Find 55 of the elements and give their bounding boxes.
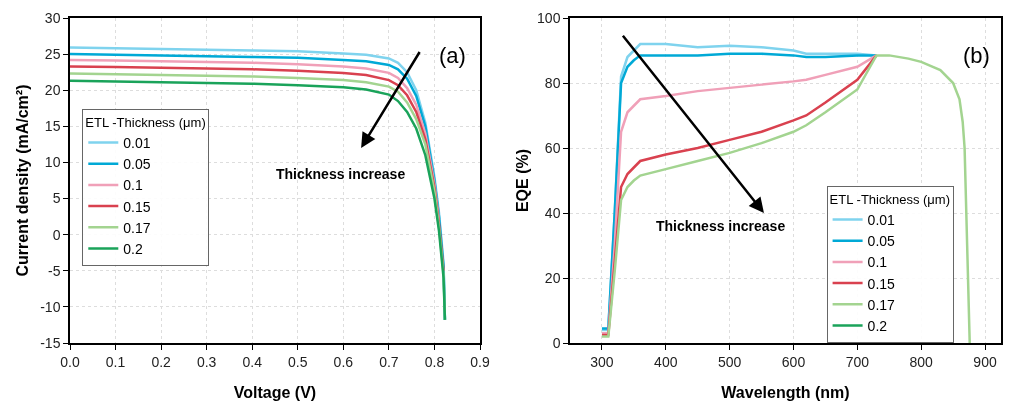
x-tick-label: 0.0 <box>60 353 80 370</box>
legend-label: 0.17 <box>123 219 151 236</box>
x-tick-label: 0.3 <box>196 353 217 370</box>
x-tick-label: 700 <box>845 353 870 370</box>
x-tick-label: 0.4 <box>242 353 263 370</box>
y-tick-label: 80 <box>544 74 561 91</box>
x-tick-label: 800 <box>909 353 934 370</box>
y-tick-label: -10 <box>40 298 61 315</box>
legend-label: 0.15 <box>867 275 896 292</box>
legend-label: 0.1 <box>123 177 143 194</box>
y-tick-label: 10 <box>44 154 61 171</box>
legend-label: 0.2 <box>867 317 888 334</box>
y-tick-label: 25 <box>44 46 61 63</box>
y-tick-label: 100 <box>537 9 561 26</box>
annotation: Thickness increase <box>276 166 406 182</box>
legend-label: 0.2 <box>123 240 143 257</box>
x-tick-label: 0.9 <box>470 353 490 370</box>
legend-label: 0.1 <box>867 254 888 271</box>
x-tick-label: 900 <box>973 353 997 370</box>
y-tick-label: 20 <box>44 82 61 99</box>
x-axis-title: Voltage (V) <box>233 384 317 401</box>
x-tick-label: 600 <box>781 353 806 370</box>
x-tick-label: 300 <box>590 353 614 370</box>
x-tick-label: 0.5 <box>288 353 308 370</box>
y-axis-title: Current density (mA/cm²) <box>13 84 31 277</box>
x-axis-title: Wavelength (nm) <box>721 384 850 401</box>
y-tick-label: 0 <box>52 226 61 243</box>
y-axis-title: EQE (%) <box>513 148 531 213</box>
annotation: (a) <box>439 43 466 68</box>
y-tick-label: 5 <box>52 190 61 207</box>
legend-label: 0.15 <box>123 198 151 215</box>
x-tick-label: 400 <box>654 353 678 370</box>
y-tick-label: 15 <box>44 118 61 135</box>
y-tick-label: 0 <box>552 334 561 351</box>
y-tick-label: 20 <box>544 269 561 286</box>
annotation: (b) <box>963 43 990 68</box>
legend-label: 0.05 <box>867 233 896 250</box>
legend-label: 0.17 <box>867 296 896 313</box>
y-tick-label: 60 <box>544 139 561 156</box>
x-tick-label: 0.2 <box>151 353 172 370</box>
y-tick-label: 30 <box>44 9 61 26</box>
x-tick-label: 0.7 <box>379 353 399 370</box>
legend-label: 0.05 <box>123 156 151 173</box>
y-tick-label: -15 <box>40 334 61 351</box>
y-tick-label: 40 <box>544 204 561 221</box>
annotation: Thickness increase <box>656 218 786 234</box>
legend-title: ETL -Thickness (μm) <box>85 114 206 130</box>
legend-title: ETL -Thickness (μm) <box>829 191 951 207</box>
x-tick-label: 500 <box>717 353 742 370</box>
legend-label: 0.01 <box>123 134 151 151</box>
y-tick-label: -5 <box>48 262 61 279</box>
legend-label: 0.01 <box>867 211 896 228</box>
x-tick-label: 0.6 <box>333 353 354 370</box>
x-tick-label: 0.8 <box>424 353 445 370</box>
x-tick-label: 0.1 <box>105 353 126 370</box>
